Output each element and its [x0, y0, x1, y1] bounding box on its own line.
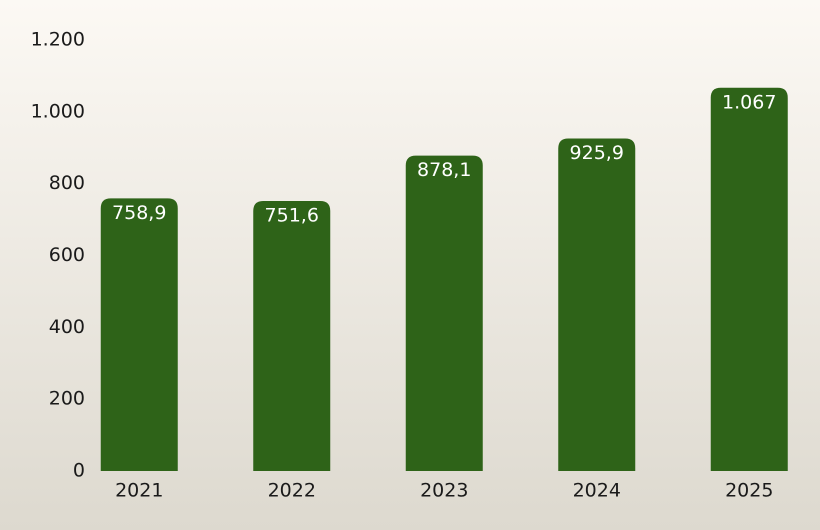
bar — [100, 198, 178, 472]
value-label: 1.067 — [722, 91, 776, 113]
y-tick-label: 0 — [73, 460, 85, 482]
bar — [710, 87, 788, 471]
x-tick-label: 2022 — [268, 480, 316, 502]
value-label: 758,9 — [112, 202, 166, 224]
x-tick-label: 2025 — [725, 480, 773, 502]
value-label: 751,6 — [265, 205, 319, 227]
bar — [253, 201, 331, 471]
y-tick-label: 200 — [49, 388, 85, 410]
value-label: 925,9 — [570, 142, 624, 164]
value-label: 878,1 — [417, 159, 471, 181]
x-tick-label: 2021 — [115, 480, 163, 502]
y-tick-label: 1.000 — [31, 100, 85, 122]
y-tick-label: 400 — [49, 316, 85, 338]
bar — [405, 155, 483, 471]
y-tick-label: 1.200 — [31, 29, 85, 51]
x-tick-label: 2024 — [573, 480, 621, 502]
x-tick-label: 2023 — [420, 480, 468, 502]
y-tick-label: 600 — [49, 244, 85, 266]
bar — [558, 138, 636, 472]
y-tick-label: 800 — [49, 172, 85, 194]
